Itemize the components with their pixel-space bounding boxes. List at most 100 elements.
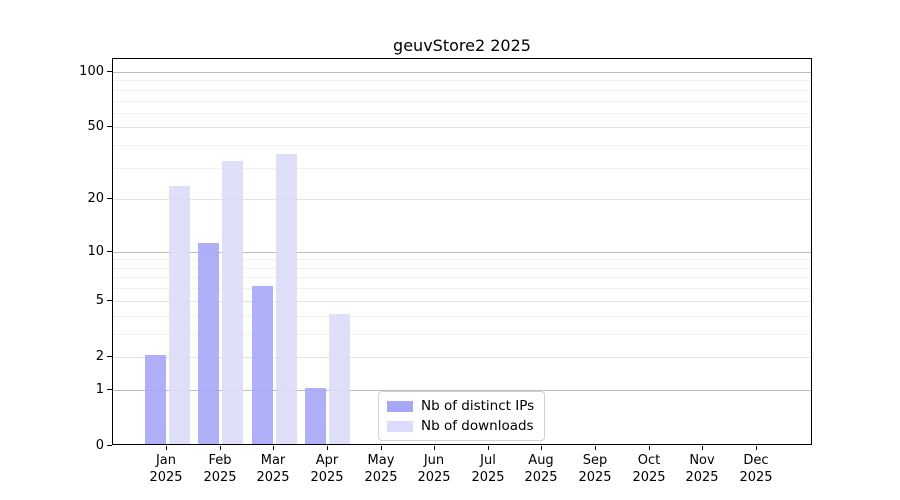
legend-label-distinct-ips: Nb of distinct IPs	[421, 398, 535, 414]
x-tick-year: 2025	[524, 470, 558, 485]
y-tick-label-1: 1	[95, 382, 104, 397]
x-tick-label-apr: Apr 2025	[297, 452, 357, 486]
gridline-y-3	[113, 334, 811, 335]
chart-title: geuvStore2 2025	[393, 36, 531, 55]
x-tick-label-jun: Jun 2025	[404, 452, 464, 486]
y-tick-label-50: 50	[87, 119, 104, 134]
x-tick-year: 2025	[203, 470, 237, 485]
x-tick-year: 2025	[417, 470, 451, 485]
x-tick-year: 2025	[739, 470, 773, 485]
gridline-y-30	[113, 168, 811, 169]
gridline-y-5	[113, 301, 811, 302]
y-tick-label-2: 2	[95, 349, 104, 364]
x-tick-month: Jan	[155, 453, 177, 468]
x-tick-mark	[649, 446, 650, 450]
gridline-y-2	[113, 357, 811, 358]
y-tick-mark	[107, 198, 112, 199]
x-tick-year: 2025	[471, 470, 505, 485]
y-tick-mark	[107, 300, 112, 301]
x-tick-mark	[220, 446, 221, 450]
x-tick-month: Jun	[423, 453, 445, 468]
x-tick-month: Dec	[743, 453, 769, 468]
x-tick-month: Aug	[528, 453, 554, 468]
gridline-y-9	[113, 259, 811, 260]
x-tick-mark	[488, 446, 489, 450]
x-tick-label-aug: Aug 2025	[511, 452, 571, 486]
x-tick-mark	[273, 446, 274, 450]
x-tick-month: Apr	[315, 453, 339, 468]
distinct-ips-swatch-icon	[387, 400, 413, 412]
downloads-swatch-icon	[387, 420, 413, 432]
x-tick-label-feb: Feb 2025	[190, 452, 250, 486]
x-tick-mark	[756, 446, 757, 450]
x-tick-mark	[166, 446, 167, 450]
x-tick-month: Nov	[689, 453, 715, 468]
bar-distinct-ips-jan	[145, 355, 166, 444]
x-tick-month: Jul	[480, 453, 496, 468]
x-tick-mark	[434, 446, 435, 450]
legend: Nb of distinct IPs Nb of downloads	[378, 391, 546, 441]
x-tick-mark	[381, 446, 382, 450]
gridline-y-80	[113, 90, 811, 91]
x-tick-month: Sep	[582, 453, 608, 468]
legend-label-downloads: Nb of downloads	[421, 418, 534, 434]
gridline-y-6	[113, 288, 811, 289]
x-tick-label-mar: Mar 2025	[243, 452, 303, 486]
x-tick-year: 2025	[149, 470, 183, 485]
gridline-y-70	[113, 101, 811, 102]
y-tick-mark	[107, 445, 112, 446]
gridline-y-90	[113, 80, 811, 81]
x-tick-month: May	[367, 453, 395, 468]
x-tick-label-sep: Sep 2025	[565, 452, 625, 486]
gridline-y-50	[113, 127, 811, 128]
x-tick-label-may: May 2025	[351, 452, 411, 486]
y-tick-mark	[107, 126, 112, 127]
x-tick-label-oct: Oct 2025	[619, 452, 679, 486]
y-tick-label-10: 10	[87, 244, 104, 259]
x-tick-year: 2025	[364, 470, 398, 485]
y-tick-mark	[107, 71, 112, 72]
bar-downloads-feb	[222, 161, 243, 444]
x-tick-month: Feb	[208, 453, 232, 468]
gridline-y-1	[113, 390, 811, 391]
x-tick-month: Oct	[637, 453, 661, 468]
x-tick-mark	[702, 446, 703, 450]
gridline-y-7	[113, 277, 811, 278]
bar-downloads-mar	[276, 154, 297, 444]
gridline-y-60	[113, 113, 811, 114]
x-tick-month: Mar	[260, 453, 286, 468]
x-tick-label-jul: Jul 2025	[458, 452, 518, 486]
gridline-y-10	[113, 252, 811, 253]
y-tick-mark	[107, 389, 112, 390]
y-tick-mark	[107, 251, 112, 252]
bar-downloads-apr	[329, 314, 350, 444]
y-tick-label-0: 0	[95, 438, 104, 453]
x-tick-year: 2025	[256, 470, 290, 485]
x-tick-mark	[541, 446, 542, 450]
legend-item-distinct-ips: Nb of distinct IPs	[387, 398, 534, 414]
y-tick-label-5: 5	[95, 293, 104, 308]
x-tick-mark	[327, 446, 328, 450]
x-tick-year: 2025	[310, 470, 344, 485]
y-tick-label-100: 100	[79, 64, 104, 79]
plot-area	[112, 58, 812, 445]
bar-distinct-ips-feb	[198, 243, 219, 444]
x-tick-year: 2025	[578, 470, 612, 485]
x-tick-label-dec: Dec 2025	[726, 452, 786, 486]
gridline-y-4	[113, 316, 811, 317]
gridline-y-20	[113, 199, 811, 200]
gridline-y-40	[113, 145, 811, 146]
legend-item-downloads: Nb of downloads	[387, 418, 534, 434]
x-tick-year: 2025	[685, 470, 719, 485]
y-tick-label-20: 20	[87, 191, 104, 206]
y-tick-mark	[107, 356, 112, 357]
x-tick-label-nov: Nov 2025	[672, 452, 732, 486]
gridline-y-100	[113, 72, 811, 73]
bar-downloads-jan	[169, 186, 190, 444]
gridline-y-8	[113, 268, 811, 269]
x-tick-year: 2025	[632, 470, 666, 485]
bar-distinct-ips-apr	[305, 388, 326, 444]
x-tick-mark	[595, 446, 596, 450]
x-tick-label-jan: Jan 2025	[136, 452, 196, 486]
